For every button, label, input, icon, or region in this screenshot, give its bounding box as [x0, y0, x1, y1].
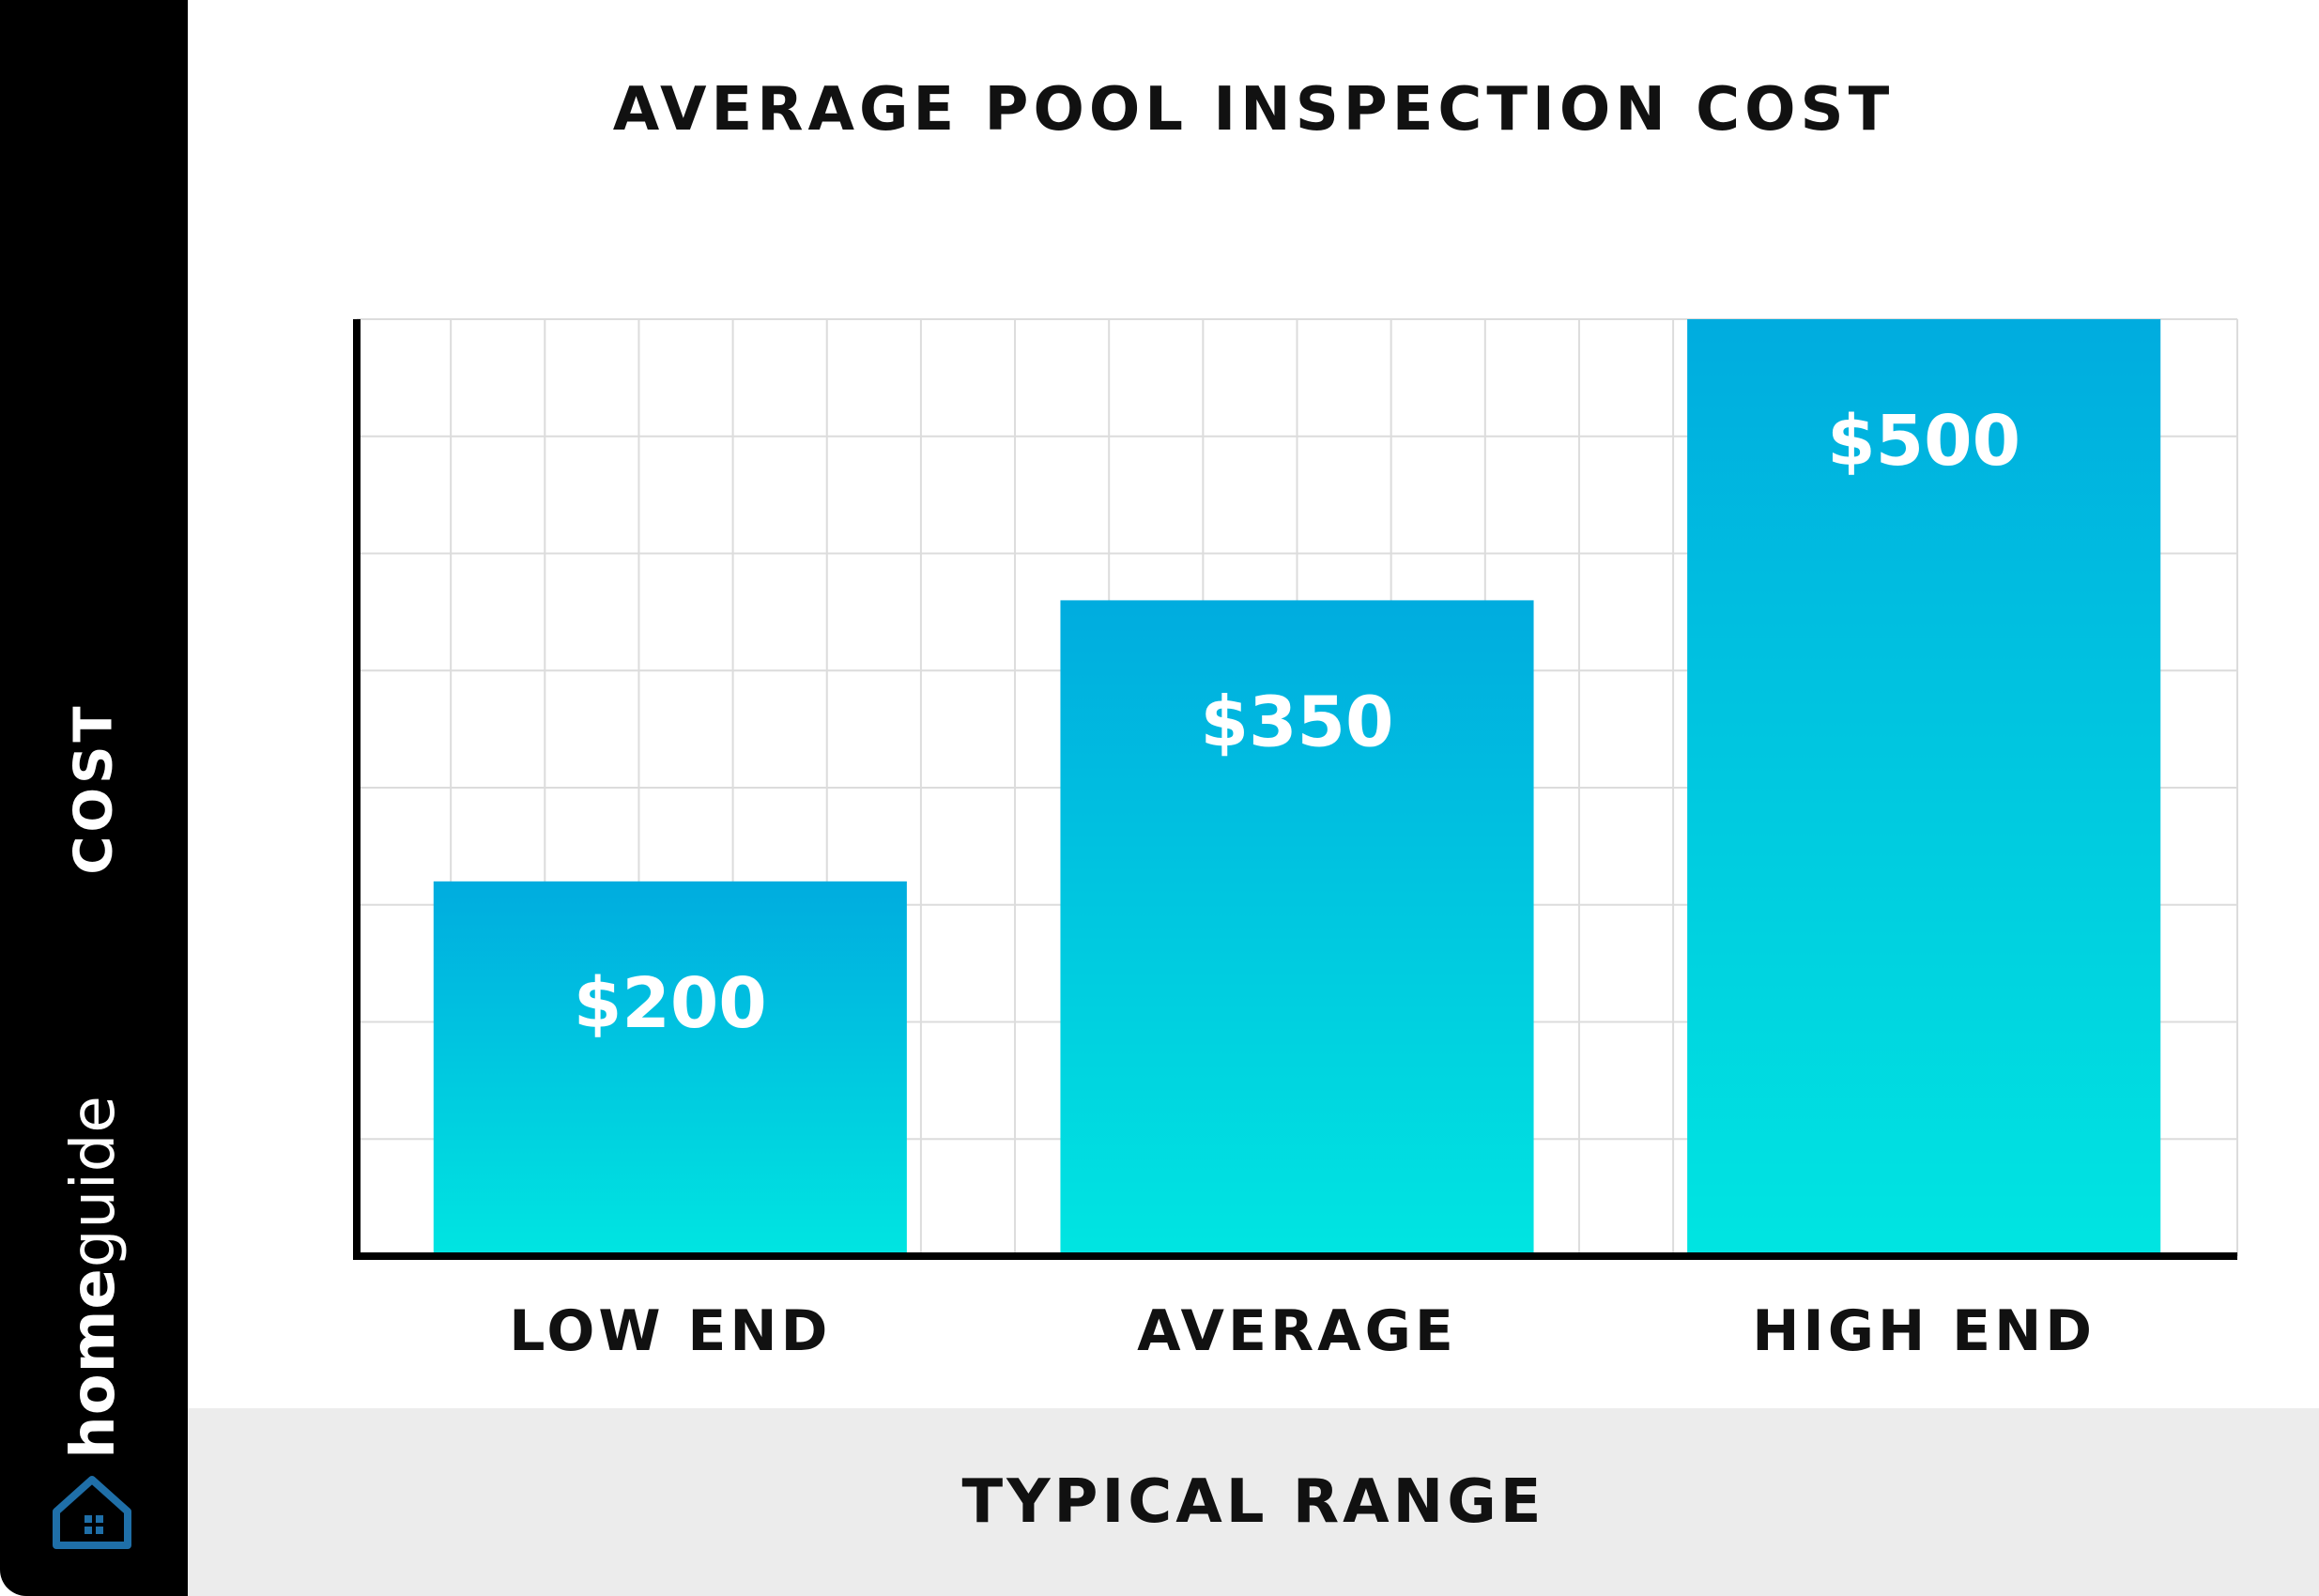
bar-value-label: $350 — [1201, 682, 1394, 762]
bar — [433, 881, 907, 1256]
sidebar: COST homeguide — [0, 0, 188, 1596]
x-tick-label: LOW END — [509, 1298, 831, 1364]
labels: $200 LOW END $350 AVERAGE $500 HIGH END — [509, 401, 2096, 1364]
bars — [433, 319, 2161, 1256]
x-tick-label: HIGH END — [1752, 1298, 2096, 1364]
bar — [1687, 319, 2161, 1256]
axes — [353, 319, 2237, 1260]
x-axis-label: TYPICAL RANGE — [961, 1467, 1545, 1537]
bar-value-label: $200 — [574, 963, 767, 1044]
x-axis-band: TYPICAL RANGE — [188, 1408, 2319, 1596]
x-tick-label: AVERAGE — [1137, 1298, 1457, 1364]
bar-value-label: $500 — [1827, 401, 2020, 482]
house-icon — [53, 1476, 131, 1549]
chart-title: AVERAGE POOL INSPECTION COST — [612, 75, 1895, 145]
chart-plot: $200 LOW END $350 AVERAGE $500 HIGH END — [353, 318, 2238, 1364]
bar — [1060, 600, 1534, 1256]
